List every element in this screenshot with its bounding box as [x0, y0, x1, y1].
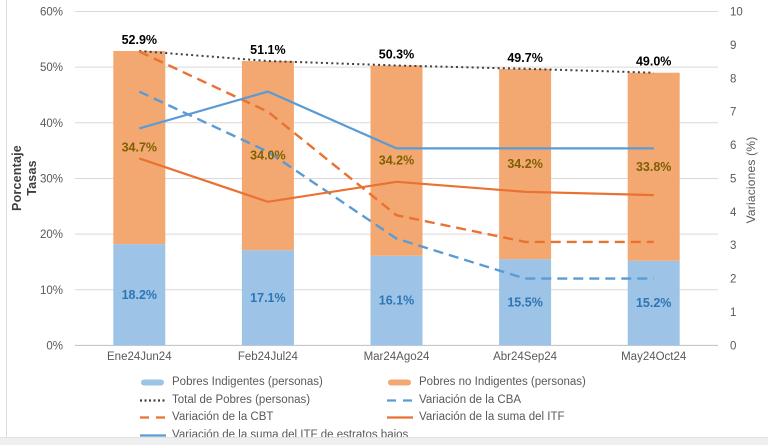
bar-value-label-pobres-indigentes-personas: 17.1%	[250, 291, 285, 305]
x-axis-tick-label: Mar24Ago24	[364, 351, 430, 363]
bar-value-label-pobres-no-indigentes-personas: 34.2%	[507, 157, 542, 171]
bar-value-label-pobres-indigentes-personas: 15.2%	[636, 296, 671, 310]
y-axis-tick-label-left: 50%	[40, 62, 63, 74]
bar-value-label-pobres-no-indigentes-personas: 33.8%	[636, 160, 671, 174]
y-axis-tick-label-right: 5	[730, 173, 736, 185]
sheet-edge-left	[6, 0, 7, 437]
legend-swatch-dashed-icon	[140, 416, 166, 419]
legend-swatch-dashed-icon	[387, 398, 413, 402]
legend-item-label: Pobres no Indigentes (personas)	[419, 376, 586, 388]
x-axis-tick-label: May24Oct24	[621, 351, 687, 363]
x-axis-tick-label: Ene24Jun24	[107, 351, 172, 363]
chart-plot-area: 0% 10% 20% 30% 40% 50% 60% 0 1 2 3 4 5 6 7 8 9 10 Ene24Jun…	[40, 7, 743, 364]
legend-item-label: Variación de la CBA	[419, 393, 522, 406]
chart-legend: Pobres Indigentes (personas) Pobres no In…	[0, 374, 768, 441]
total-value-label: 50.3%	[379, 47, 414, 61]
y-axis-tick-label-left: 30%	[40, 173, 63, 185]
legend-item-label: Total de Pobres (personas)	[172, 393, 311, 406]
legend-item-pobres-no-indigentes-personas: Pobres no Indigentes (personas)	[387, 376, 586, 389]
y-axis-tick-label-left: 60%	[40, 7, 63, 19]
bar-value-label-pobres-no-indigentes-personas: 34.0%	[250, 149, 285, 163]
total-value-label: 52.9%	[122, 33, 157, 47]
legend-item-label: Variación de la CBT	[172, 411, 274, 423]
legend-item-variaci-n-de-la-cbt: Variación de la CBT	[140, 411, 273, 424]
bar-value-label-pobres-no-indigentes-personas: 34.2%	[379, 154, 414, 168]
bar-pobres-indigentes-personas	[113, 244, 166, 346]
legend-item-variaci-n-de-la-cba: Variación de la CBA	[387, 394, 521, 407]
y-axis-tick-label-right: 8	[730, 73, 736, 85]
total-value-label: 49.7%	[507, 51, 542, 65]
bar-pobres-indigentes-personas	[627, 260, 680, 346]
y-axis-tick-label-right: 1	[730, 307, 736, 319]
bar-value-label-pobres-no-indigentes-personas: 34.7%	[122, 141, 157, 155]
bar-value-label-pobres-indigentes-personas: 18.2%	[122, 288, 157, 302]
legend-item-total-de-pobres-personas: Total de Pobres (personas)	[140, 394, 310, 407]
total-value-label: 51.1%	[250, 43, 285, 57]
bar-pobres-no-indigentes-personas	[370, 65, 423, 256]
bar-pobres-indigentes-personas	[499, 259, 552, 346]
legend-swatch-dotted-icon	[140, 398, 166, 402]
y-axis-tick-label-left: 20%	[40, 229, 63, 241]
total-value-label: 49.0%	[636, 55, 671, 69]
y-axis-tick-label-right: 10	[730, 7, 743, 19]
bar-pobres-no-indigentes-personas	[499, 68, 552, 260]
legend-item-variaci-n-de-la-suma-del-itf: Variación de la suma del ITF	[387, 411, 565, 424]
y-axis-tick-label-right: 0	[730, 340, 736, 352]
y-axis-tick-label-right: 4	[730, 207, 737, 219]
bar-pobres-indigentes-personas	[241, 250, 294, 346]
legend-swatch-bar-icon	[388, 379, 411, 386]
y-axis-tick-label-right: 2	[730, 274, 736, 286]
y-axis-tick-label-right: 7	[730, 107, 736, 119]
sheet-edge-bottom	[0, 437, 768, 445]
bar-pobres-indigentes-personas	[370, 255, 423, 346]
line-variaci-n-de-la-cbt	[138, 50, 654, 244]
y-axis-tick-label-left: 10%	[40, 285, 63, 297]
y-axis-tick-label-right: 6	[730, 140, 736, 152]
y-axis-tick-label-left: 40%	[40, 118, 63, 130]
line-variaci-n-de-la-suma-del-itf	[138, 157, 654, 203]
x-axis-tick-label: Feb24Jul24	[238, 351, 299, 363]
y-axis-tick-label-right: 9	[730, 40, 736, 52]
bar-value-label-pobres-indigentes-personas: 16.1%	[379, 294, 414, 308]
legend-swatch-solid-icon	[140, 433, 166, 437]
legend-item-label: Pobres Indigentes (personas)	[172, 376, 323, 388]
y-axis-tick-label-right: 3	[730, 240, 736, 252]
bar-pobres-no-indigentes-personas	[627, 72, 680, 261]
y-axis-tick-label-left: 0%	[46, 340, 63, 352]
legend-item-pobres-indigentes-personas: Pobres Indigentes (personas)	[140, 376, 323, 389]
line-variaci-n-de-la-cba	[138, 90, 654, 280]
x-axis-tick-label: Abr24Sep24	[493, 351, 558, 363]
line-variaci-n-de-la-suma-del-itf-de-estratos-bajos	[138, 90, 654, 150]
bar-value-label-pobres-indigentes-personas: 15.5%	[507, 295, 542, 309]
legend-swatch-solid-icon	[387, 416, 413, 419]
legend-swatch-bar-icon	[141, 379, 164, 386]
bar-pobres-no-indigentes-personas	[113, 51, 166, 245]
legend-item-label: Variación de la suma del ITF	[419, 411, 565, 423]
